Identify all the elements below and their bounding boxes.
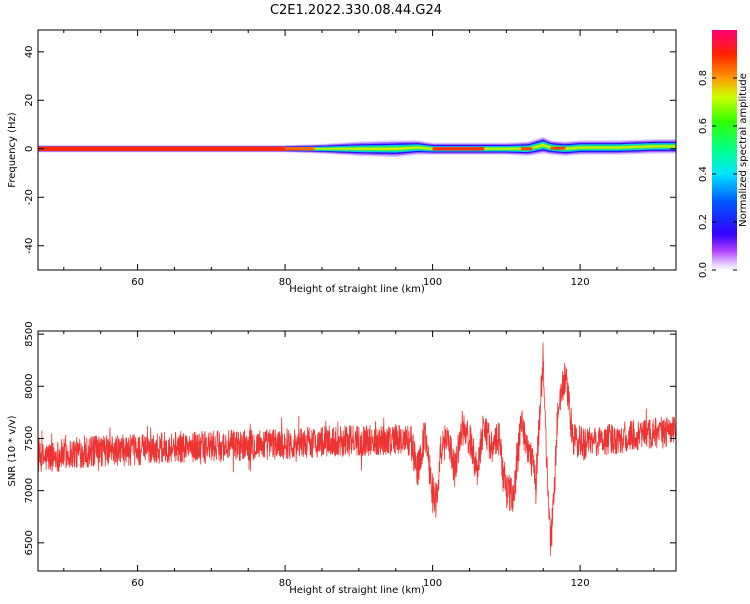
ridge-core-segment [550, 146, 566, 150]
colorbar-tick-label: 0.2 [698, 214, 709, 230]
y-tick-label: 40 [24, 45, 35, 58]
y-tick-label: -20 [24, 189, 35, 205]
snr-ylabel: SNR (10 * v/v) [7, 415, 18, 486]
y-tick-label: 8500 [24, 321, 35, 346]
snr-frame [37, 330, 677, 572]
snr-xlabel: Height of straight line (km) [289, 585, 425, 596]
colorbar-tick-label: 0.4 [698, 166, 709, 182]
colorbar-ticks: 0.0 0.2 0.4 0.6 0.8 [698, 70, 737, 278]
colorbar-tick-label: 0.0 [698, 262, 709, 278]
x-tick-label: 120 [571, 578, 590, 589]
x-tick-label: 100 [423, 578, 442, 589]
y-tick-label: 0 [24, 146, 35, 152]
x-tick-label: 60 [131, 277, 144, 288]
colorbar-gradient [712, 30, 737, 270]
y-tick-label: -40 [24, 238, 35, 254]
colorbar: 0.0 0.2 0.4 0.6 0.8 Normalized spectral ampl… [698, 30, 749, 278]
colorbar-tick-label: 0.8 [698, 70, 709, 86]
spectrogram-xlabel: Height of straight line (km) [289, 284, 425, 295]
x-tick-label: 80 [279, 277, 292, 288]
snr-panel: 60 80 100 120 8500 8000 7500 7000 6500 Height of… [7, 321, 677, 596]
ridge-core-segment [521, 147, 533, 151]
y-tick-label: 6500 [24, 530, 35, 555]
snr-line [38, 342, 676, 556]
y-tick-label: 7000 [24, 478, 35, 503]
figure-title: C2E1.2022.330.08.44.G24 [270, 3, 442, 18]
ridge-core-segment [285, 147, 315, 151]
ridge-core-segment [38, 146, 286, 151]
snr-series [38, 342, 676, 556]
x-tick-label: 120 [571, 277, 590, 288]
snr-axes: 60 80 100 120 8500 8000 7500 7000 6500 [24, 321, 676, 589]
x-tick-label: 80 [279, 578, 292, 589]
ridge-core-segment [432, 147, 485, 151]
spectrogram-panel: 60 80 100 120 40 20 0 -20 -40 Height of straight… [7, 29, 677, 295]
spectrogram-ridge [38, 136, 676, 158]
y-tick-label: 8000 [24, 374, 35, 399]
x-tick-label: 60 [131, 578, 144, 589]
spectrogram-axes: 60 80 100 120 40 20 0 -20 -40 [24, 30, 676, 288]
spectrogram-ylabel: Frequency (Hz) [7, 112, 18, 188]
x-tick-label: 100 [423, 277, 442, 288]
spectrogram-frame [37, 29, 677, 271]
colorbar-tick-label: 0.6 [698, 118, 709, 134]
colorbar-label: Normalized spectral amplitude [738, 73, 749, 227]
y-tick-label: 20 [24, 94, 35, 107]
y-tick-label: 7500 [24, 426, 35, 451]
